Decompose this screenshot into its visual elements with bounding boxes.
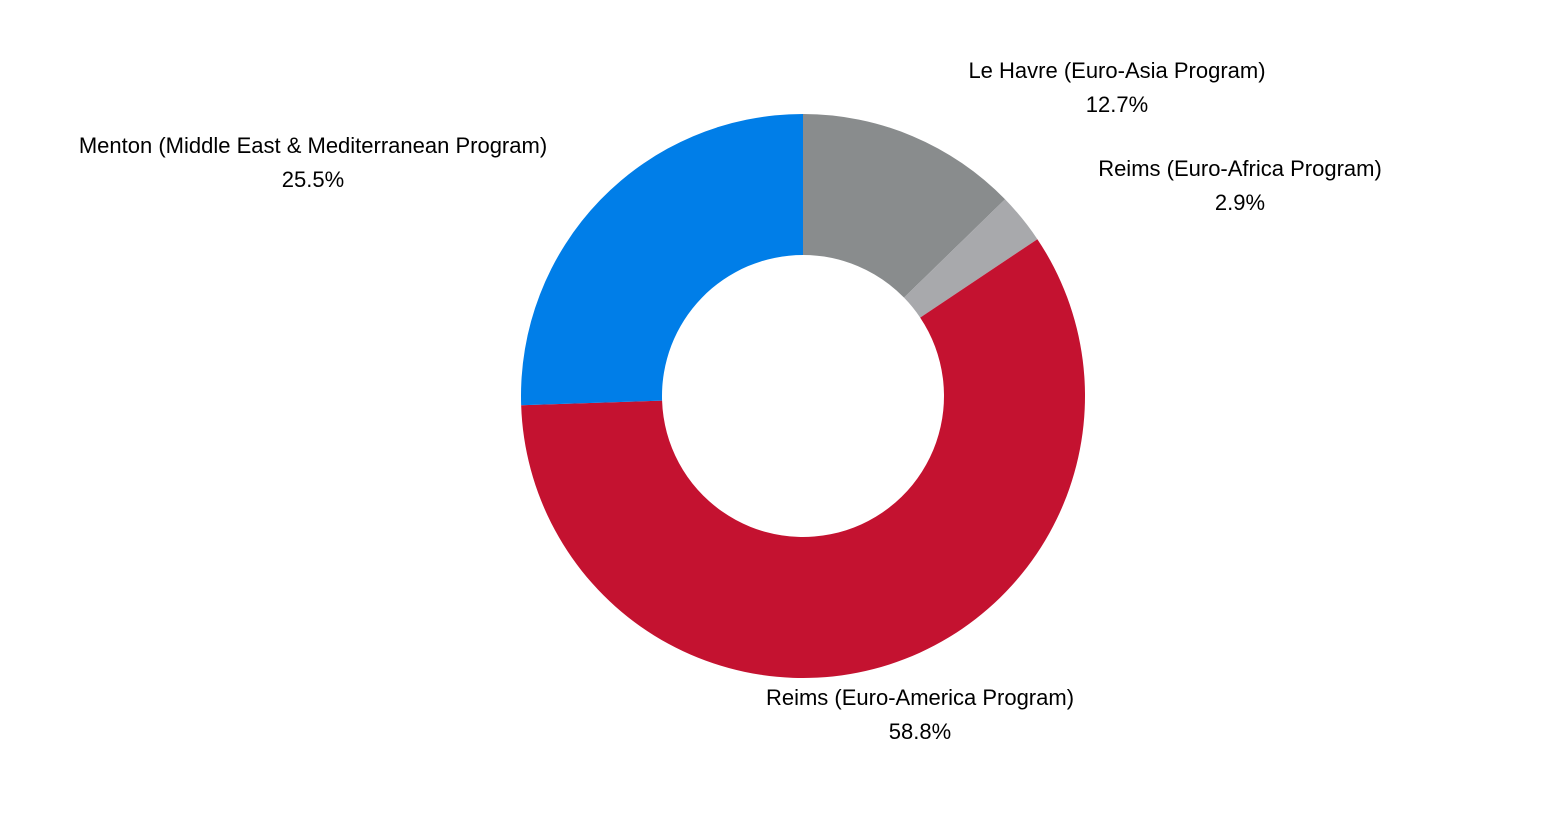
donut-slice-3 bbox=[521, 239, 1085, 679]
slice-value-3: 58.8% bbox=[889, 719, 951, 744]
slice-value-1: 12.7% bbox=[1086, 92, 1148, 117]
donut-slice-2 bbox=[904, 199, 1038, 318]
slice-labels: Le Havre (Euro-Asia Program) 12.7% Reims (… bbox=[79, 58, 1382, 744]
donut-slice-1 bbox=[803, 114, 1006, 298]
slice-value-4: 25.5% bbox=[282, 167, 344, 192]
slice-value-2: 2.9% bbox=[1215, 190, 1265, 215]
slice-label-4: Menton (Middle East & Mediterranean Prog… bbox=[79, 133, 547, 158]
donut-slices bbox=[521, 114, 1085, 679]
slice-label-3: Reims (Euro-America Program) bbox=[766, 685, 1074, 710]
slice-label-1: Le Havre (Euro-Asia Program) bbox=[968, 58, 1265, 83]
slice-label-2: Reims (Euro-Africa Program) bbox=[1098, 156, 1382, 181]
donut-slice-4 bbox=[521, 114, 803, 406]
